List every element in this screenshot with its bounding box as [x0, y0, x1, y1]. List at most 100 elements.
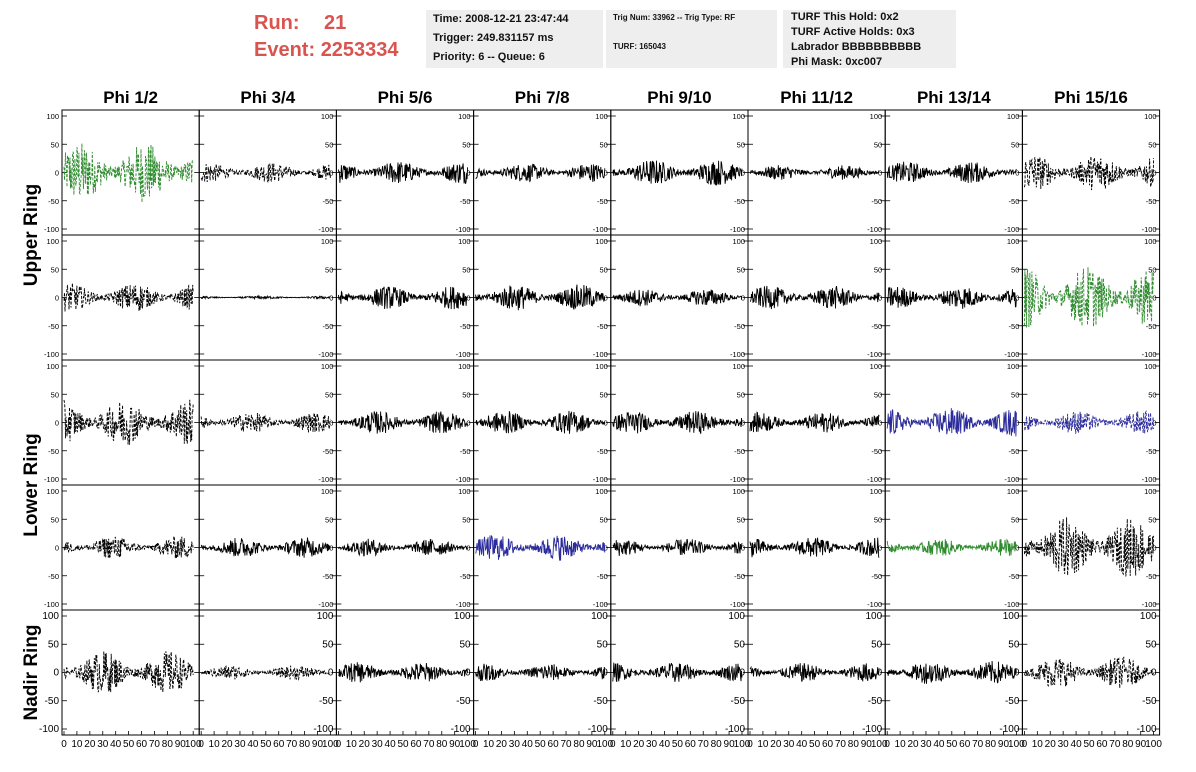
y-tick-label: -100	[313, 724, 333, 735]
y-tick-label: 100	[595, 112, 608, 121]
waveform-panel: 100 50 0 -50 -100	[884, 234, 1023, 361]
waveform-panel: 100 50 0 -50 -100	[610, 359, 749, 486]
x-tick-label: 100	[734, 739, 751, 750]
x-tick-label: 20	[496, 739, 508, 750]
y-tick-label: -100	[1142, 225, 1157, 234]
x-tick-label: 90	[175, 739, 187, 750]
x-tick-label: 90	[724, 739, 736, 750]
y-tick-label: 100	[1144, 112, 1157, 121]
y-tick-label: 0	[878, 419, 882, 428]
x-tick-label: 60	[959, 739, 971, 750]
x-tick-label: 70	[560, 739, 572, 750]
y-tick-label: -100	[451, 724, 471, 735]
y-tick-label: 50	[874, 140, 882, 149]
y-tick-label: 50	[874, 265, 882, 274]
x-tick-label: 10	[1032, 739, 1044, 750]
x-tick-label: 40	[659, 739, 671, 750]
x-tick-label: 80	[1122, 739, 1134, 750]
y-tick-label: -100	[318, 600, 333, 609]
waveform-trace	[612, 289, 743, 307]
y-tick-label: -50	[48, 197, 59, 206]
waveform-trace	[63, 536, 194, 559]
y-tick-label: 0	[604, 419, 608, 428]
waveform-panel: 100 50 0 -50 -100	[610, 109, 749, 236]
waveform-trace	[612, 662, 743, 682]
x-tick-label: 30	[646, 739, 658, 750]
phi-mask-text: Phi Mask: 0xc007	[791, 56, 883, 68]
y-tick-label: -50	[597, 572, 608, 581]
y-tick-label: 0	[1151, 668, 1157, 679]
y-tick-label: -100	[867, 600, 882, 609]
y-tick-label: 0	[1015, 544, 1019, 553]
y-tick-label: 0	[1014, 668, 1020, 679]
y-tick-label: -50	[871, 322, 882, 331]
y-tick-label: 100	[591, 611, 608, 622]
y-tick-label: -100	[862, 724, 882, 735]
x-tick-label: 100	[596, 739, 613, 750]
y-tick-label: -100	[593, 350, 608, 359]
y-tick-label: 50	[51, 265, 59, 274]
waveform-panel: 100 50 0 -50 -100	[747, 109, 886, 236]
column-header: Phi 11/12	[780, 88, 853, 107]
y-tick-label: 0	[329, 419, 333, 428]
waveform-trace	[886, 286, 1017, 309]
y-tick-label: 0	[1015, 419, 1019, 428]
waveform-trace	[63, 143, 194, 203]
y-tick-label: -50	[1009, 322, 1020, 331]
y-tick-label: -100	[1142, 475, 1157, 484]
waveform-panel: 100 50 0 -50 -100	[335, 609, 475, 736]
x-tick-label: 60	[822, 739, 834, 750]
x-tick-label: 20	[359, 739, 371, 750]
y-tick-label: 100	[732, 362, 745, 371]
y-tick-label: 0	[328, 668, 334, 679]
time-info-box: Time: 2008-12-21 23:47:44 Trigger: 249.8…	[426, 10, 603, 68]
y-tick-label: 100	[46, 362, 59, 371]
x-tick-label: 60	[136, 739, 148, 750]
x-tick-label: 30	[234, 739, 246, 750]
x-tick-label: 20	[770, 739, 782, 750]
y-tick-label: -50	[871, 447, 882, 456]
x-tick-label: 0	[747, 739, 753, 750]
x-tick-label: 40	[385, 739, 397, 750]
y-tick-label: 100	[870, 362, 883, 371]
y-tick-label: -50	[45, 696, 60, 707]
y-tick-label: 0	[741, 294, 745, 303]
waveform-trace	[749, 537, 880, 558]
y-tick-label: 100	[321, 487, 334, 496]
y-tick-label: 100	[732, 237, 745, 246]
x-tick-label: 40	[1071, 739, 1083, 750]
y-tick-label: -50	[456, 696, 471, 707]
y-tick-label: 100	[321, 112, 334, 121]
y-tick-label: 100	[317, 611, 334, 622]
y-tick-label: -100	[730, 350, 745, 359]
x-tick-label: 60	[273, 739, 285, 750]
y-tick-label: -50	[871, 197, 882, 206]
y-tick-label: 0	[604, 169, 608, 178]
waveform-trace	[337, 411, 469, 434]
y-tick-label: 50	[597, 639, 609, 650]
y-tick-label: 100	[42, 611, 59, 622]
x-tick-label: 40	[796, 739, 808, 750]
y-tick-label: -50	[597, 197, 608, 206]
x-tick-label: 30	[783, 739, 795, 750]
waveform-panel: 100 50 0 -50 -100	[1021, 359, 1161, 486]
x-tick-label: 80	[162, 739, 174, 750]
y-tick-label: 100	[1144, 487, 1157, 496]
y-tick-label: -100	[730, 225, 745, 234]
y-tick-label: -50	[868, 696, 883, 707]
y-tick-label: -50	[460, 447, 471, 456]
x-tick-label: 70	[423, 739, 435, 750]
y-tick-label: -100	[867, 475, 882, 484]
y-tick-label: 100	[595, 487, 608, 496]
y-tick-label: 0	[878, 294, 882, 303]
y-tick-label: -50	[593, 696, 608, 707]
y-tick-label: 0	[741, 169, 745, 178]
x-tick-label: 100	[871, 739, 888, 750]
waveform-panel: 100 50 0 -50 -100	[473, 234, 612, 361]
y-tick-label: 0	[466, 294, 470, 303]
y-tick-label: 0	[741, 544, 745, 553]
x-tick-label: 30	[920, 739, 932, 750]
trig-info-box: Trig Num: 33962 -- Trig Type: RF TURF: 1…	[606, 10, 777, 68]
y-tick-label: 50	[462, 515, 470, 524]
y-tick-label: -50	[1146, 322, 1157, 331]
